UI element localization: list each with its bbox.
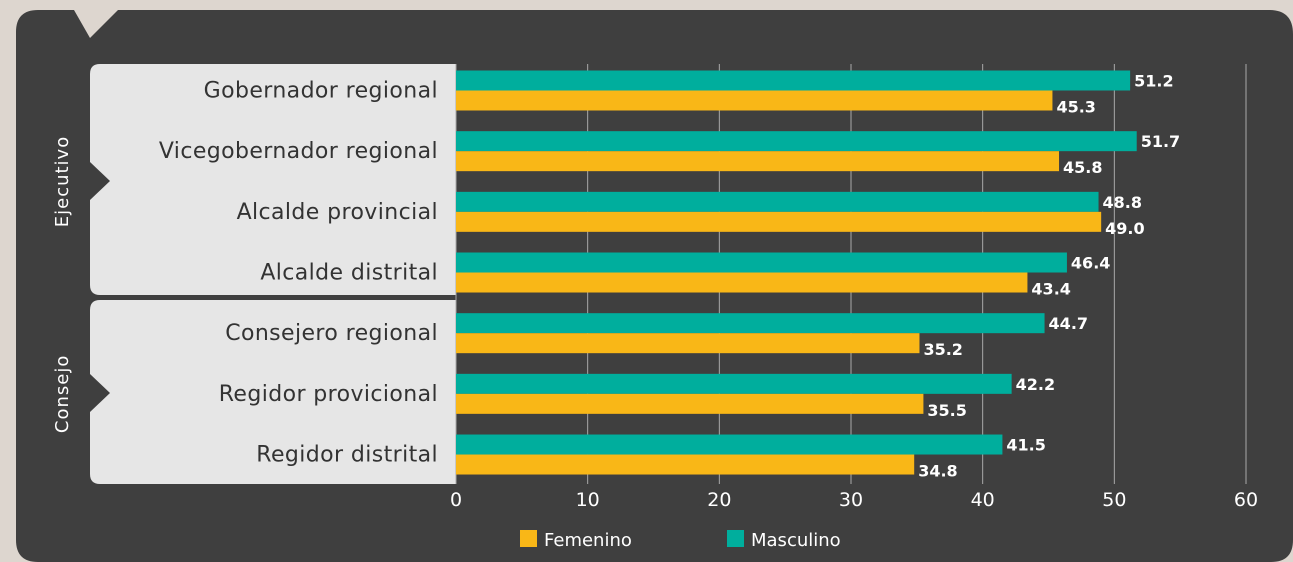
value-label-masculino: 44.7	[1049, 314, 1088, 333]
bar-femenino-consejero-regional	[456, 333, 920, 354]
value-label-femenino: 35.2	[923, 340, 962, 359]
category-label-regidor-distrital: Regidor distrital	[256, 443, 438, 468]
bar-femenino-vicegobernador-regional	[456, 151, 1060, 172]
legend-label-masculino: Masculino	[751, 530, 841, 551]
legend: Femenino Masculino	[520, 530, 841, 551]
bars	[456, 70, 1137, 475]
value-label-femenino: 34.8	[918, 462, 957, 481]
bar-femenino-gobernador-regional	[456, 90, 1053, 111]
bar-masculino-regidor-provicional	[456, 373, 1012, 394]
category-label-consejero-regional: Consejero regional	[225, 321, 438, 346]
value-label-masculino: 42.2	[1016, 375, 1055, 394]
x-axis-ticks: 0 10 20 30 40 50 60	[450, 489, 1258, 511]
bar-masculino-regidor-distrital	[456, 434, 1003, 455]
group-box-ejecutivo	[90, 64, 456, 295]
category-label-regidor-provicional: Regidor provicional	[219, 382, 438, 407]
category-label-panels	[90, 64, 456, 484]
bar-femenino-alcalde-provincial	[456, 211, 1102, 232]
group-label-consejo: Consejo	[52, 355, 73, 433]
x-tick-label: 0	[450, 489, 462, 511]
legend-swatch-masculino	[727, 530, 744, 547]
category-label-alcalde-provincial: Alcalde provincial	[237, 200, 438, 225]
bar-masculino-vicegobernador-regional	[456, 131, 1137, 152]
bar-femenino-regidor-distrital	[456, 454, 915, 475]
bar-masculino-alcalde-distrital	[456, 252, 1067, 273]
x-tick-label: 60	[1234, 489, 1258, 511]
category-label-alcalde-distrital: Alcalde distrital	[260, 261, 438, 286]
value-label-femenino: 49.0	[1105, 219, 1144, 238]
bar-masculino-consejero-regional	[456, 313, 1045, 334]
group-box-consejo	[90, 300, 456, 484]
x-tick-label: 20	[707, 489, 731, 511]
x-tick-label: 10	[576, 489, 600, 511]
group-labels: Ejecutivo Consejo	[52, 136, 73, 433]
category-label-vicegobernador-regional: Vicegobernador regional	[159, 139, 438, 164]
value-label-masculino: 46.4	[1071, 254, 1110, 273]
x-tick-label: 30	[839, 489, 863, 511]
x-tick-label: 40	[971, 489, 995, 511]
value-label-masculino: 51.7	[1141, 132, 1180, 151]
value-label-masculino: 41.5	[1006, 436, 1045, 455]
value-label-femenino: 43.4	[1031, 280, 1070, 299]
value-label-femenino: 35.5	[927, 401, 966, 420]
value-label-femenino: 45.8	[1063, 158, 1102, 177]
value-label-femenino: 45.3	[1056, 98, 1095, 117]
x-tick-label: 50	[1102, 489, 1126, 511]
category-labels: Gobernador regional Vicegobernador region…	[159, 79, 438, 468]
value-labels: 51.2 45.3 51.7 45.848.8 49.0 46.443.4 44.7 35.2…	[918, 72, 1180, 481]
bar-masculino-gobernador-regional	[456, 70, 1131, 91]
value-label-masculino: 51.2	[1134, 72, 1173, 91]
group-label-ejecutivo: Ejecutivo	[52, 136, 73, 227]
legend-label-femenino: Femenino	[544, 530, 632, 551]
bar-femenino-alcalde-distrital	[456, 272, 1028, 293]
value-label-masculino: 48.8	[1103, 193, 1142, 212]
bar-masculino-alcalde-provincial	[456, 191, 1099, 212]
legend-swatch-femenino	[520, 530, 537, 547]
category-label-gobernador-regional: Gobernador regional	[204, 79, 438, 104]
bar-femenino-regidor-provicional	[456, 393, 924, 414]
